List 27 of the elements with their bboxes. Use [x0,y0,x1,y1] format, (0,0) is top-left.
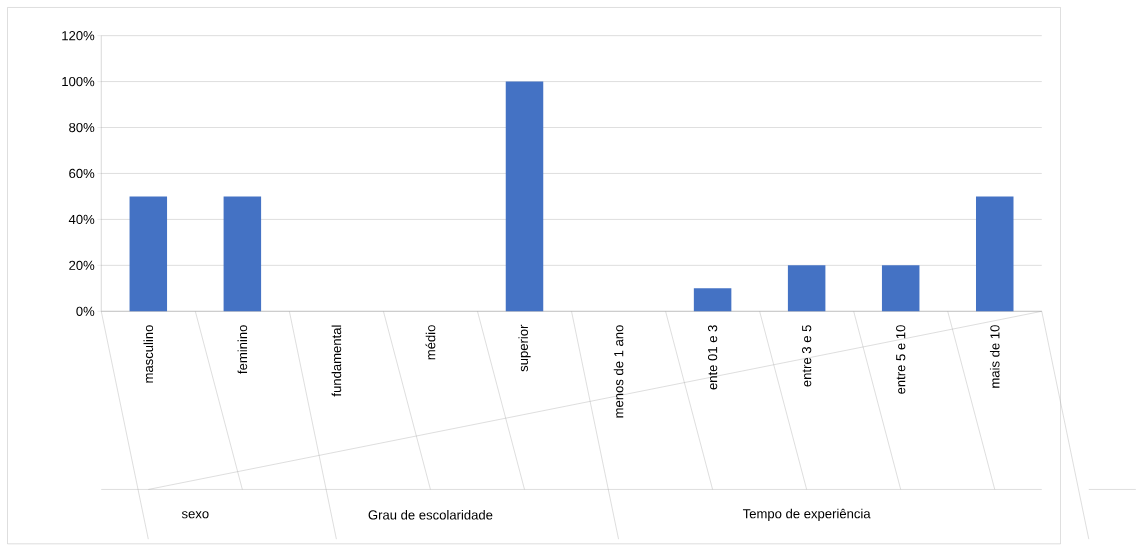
y-tick-label: 60% [69,169,95,179]
x-tick-label: menos de 1 ano [613,325,624,418]
x-tick-label: ente 01 e 3 [707,325,718,390]
bar [693,288,732,312]
x-tick-label: fundamental [331,325,342,397]
bar [223,196,262,312]
y-tick-label: 0% [76,306,95,317]
text: Grau de escolaridade [368,510,493,520]
x-tick-label: mais de 10 [989,325,1000,388]
x-tick-label: entre 3 e 5 [802,325,812,387]
bar [129,196,168,312]
x-tick-label: feminino [237,325,248,375]
y-tick-label: 20% [69,260,95,271]
y-tick-label: 100% [62,77,95,87]
y-tick-label: 120% [62,31,95,41]
bar [881,265,920,312]
bar [505,81,544,312]
x-tick-label: superior [518,325,531,372]
y-tick-label: 40% [68,214,95,225]
text: sexo [181,511,209,519]
bar [975,196,1014,312]
x-tick-label: médio [425,325,436,360]
text: Tempo de experiência [742,508,871,522]
y-tick-label: 80% [69,123,95,133]
x-tick-label: entre 5 e 10 [896,325,906,395]
x-tick-label: masculino [143,325,154,383]
bar [787,265,826,312]
